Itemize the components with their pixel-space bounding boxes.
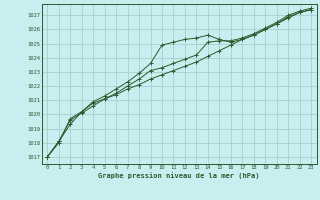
X-axis label: Graphe pression niveau de la mer (hPa): Graphe pression niveau de la mer (hPa) (99, 172, 260, 179)
